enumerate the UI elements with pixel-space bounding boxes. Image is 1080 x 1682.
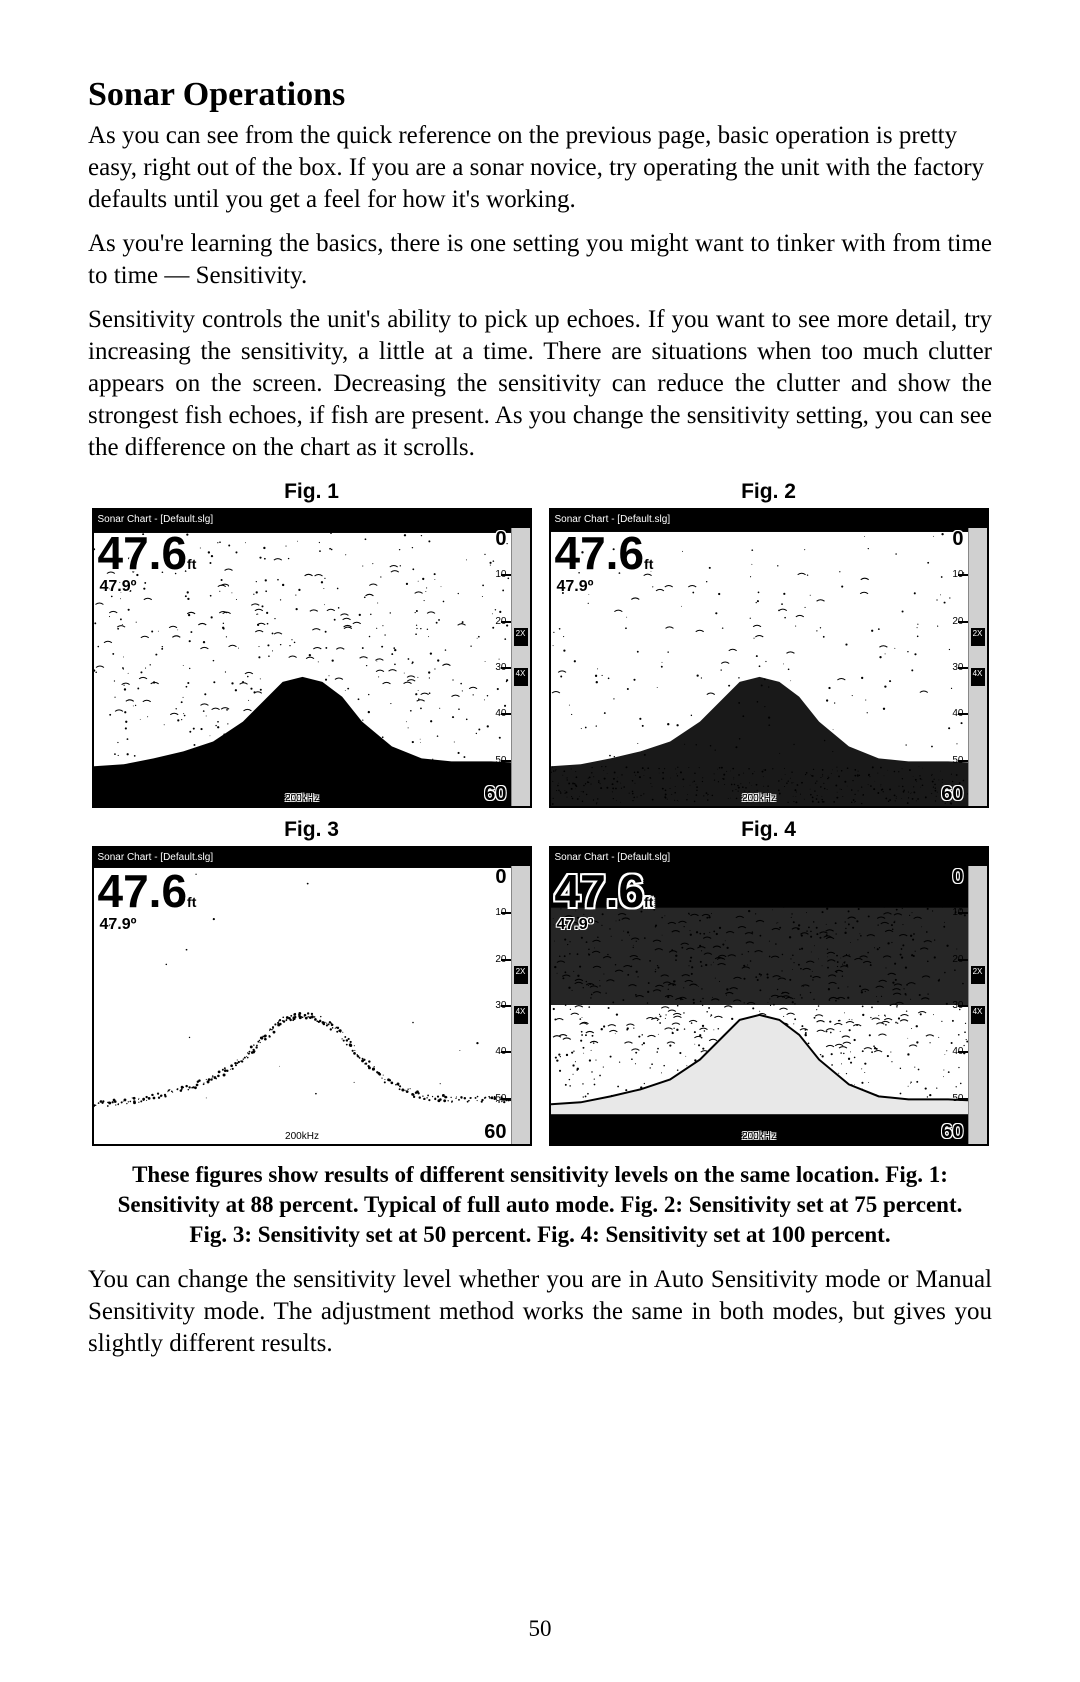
sonar-screenshot: Sonar Chart - [Default.slg]47.6ft47.9º06… [549, 846, 989, 1146]
depth-ruler [954, 866, 968, 1144]
figure-row-1: Fig. 1 Sonar Chart - [Default.slg] 47.6ft 4… [88, 476, 992, 808]
page-number: 50 [0, 1616, 1080, 1642]
sonar-screenshot: Sonar Chart - [Default.slg]47.6ft47.9º06… [92, 846, 532, 1146]
paragraph-3: Sensitivity controls the unit's ability … [88, 304, 992, 464]
sonar-titlebar: Sonar Chart - [Default.slg] [94, 510, 530, 528]
sonar-titlebar: Sonar Chart - [Default.slg] [551, 848, 987, 866]
sonar-body: 47.6ft47.9º0601020304050200kHz2X4X [551, 866, 987, 1144]
sonar-zoom-sidebar: 2X 4X [969, 866, 987, 1144]
figure-label: Fig. 4 [741, 818, 796, 842]
frequency-label: 200kHz [285, 1131, 319, 1142]
figure-label: Fig. 3 [284, 818, 339, 842]
sonar-chart-area: 47.6ft47.9º0601020304050200kHz [551, 866, 969, 1144]
temperature-readout: 47.9º [557, 916, 594, 934]
document-page: Sonar Operations As you can see from the… [0, 0, 1080, 1682]
sonar-titlebar: Sonar Chart - [Default.slg] [94, 848, 530, 866]
zoom-4x-button[interactable]: 4X [971, 668, 985, 686]
figure-1: Fig. 1 Sonar Chart - [Default.slg] 47.6ft 4… [88, 476, 535, 808]
temperature-readout: 47.9º [557, 578, 594, 596]
depth-readout: 47.6ft [98, 530, 197, 576]
figure-3: Fig. 3 Sonar Chart - [Default.slg] 47.6ft 4… [88, 814, 535, 1146]
sonar-zoom-sidebar: 2X 4X [512, 866, 530, 1144]
sonar-titlebar-text: Sonar Chart - [Default.slg] [551, 852, 671, 863]
sonar-chart-area: 47.6ft47.9º0601020304050200kHz [94, 866, 512, 1144]
figure-4: Fig. 4 Sonar Chart - [Default.slg] 47.6ft 4… [545, 814, 992, 1146]
depth-readout: 47.6ft [555, 868, 654, 914]
paragraph-4: You can change the sensitivity level whe… [88, 1264, 992, 1360]
temperature-readout: 47.9º [100, 578, 137, 596]
sonar-titlebar-text: Sonar Chart - [Default.slg] [94, 852, 214, 863]
zoom-2x-button[interactable]: 2X [514, 628, 528, 646]
zoom-2x-button[interactable]: 2X [514, 966, 528, 984]
depth-ruler [954, 528, 968, 806]
zoom-2x-button[interactable]: 2X [971, 966, 985, 984]
figure-2: Fig. 2 Sonar Chart - [Default.slg] 47.6ft 4… [545, 476, 992, 808]
sonar-screenshot: Sonar Chart - [Default.slg]47.6ft47.9º06… [92, 508, 532, 808]
figure-row-2: Fig. 3 Sonar Chart - [Default.slg] 47.6ft 4… [88, 814, 992, 1146]
zoom-2x-button[interactable]: 2X [971, 628, 985, 646]
sonar-chart-area: 47.6ft47.9º0601020304050200kHz [94, 528, 512, 806]
zoom-4x-button[interactable]: 4X [514, 1006, 528, 1024]
section-heading: Sonar Operations [88, 76, 992, 114]
frequency-label: 200kHz [742, 793, 776, 804]
sonar-titlebar-text: Sonar Chart - [Default.slg] [551, 514, 671, 525]
sonar-zoom-sidebar: 2X 4X [512, 528, 530, 806]
paragraph-2: As you're learning the basics, there is … [88, 228, 992, 292]
frequency-label: 200kHz [742, 1131, 776, 1142]
sonar-body: 47.6ft47.9º0601020304050200kHz2X4X [94, 866, 530, 1144]
depth-readout: 47.6ft [98, 868, 197, 914]
frequency-label: 200kHz [285, 793, 319, 804]
zoom-4x-button[interactable]: 4X [514, 668, 528, 686]
sonar-titlebar-text: Sonar Chart - [Default.slg] [94, 514, 214, 525]
figure-label: Fig. 2 [741, 480, 796, 504]
figure-label: Fig. 1 [284, 480, 339, 504]
sonar-body: 47.6ft47.9º0601020304050200kHz2X4X [551, 528, 987, 806]
sonar-screenshot: Sonar Chart - [Default.slg]47.6ft47.9º06… [549, 508, 989, 808]
depth-ruler [497, 528, 511, 806]
depth-ruler [497, 866, 511, 1144]
sonar-body: 47.6ft47.9º0601020304050200kHz2X4X [94, 528, 530, 806]
figure-caption: These figures show results of different … [98, 1160, 982, 1250]
sonar-zoom-sidebar: 2X 4X [969, 528, 987, 806]
sonar-titlebar: Sonar Chart - [Default.slg] [551, 510, 987, 528]
paragraph-1: As you can see from the quick reference … [88, 120, 992, 216]
zoom-4x-button[interactable]: 4X [971, 1006, 985, 1024]
sonar-chart-area: 47.6ft47.9º0601020304050200kHz [551, 528, 969, 806]
temperature-readout: 47.9º [100, 916, 137, 934]
depth-readout: 47.6ft [555, 530, 654, 576]
figure-grid: Fig. 1 Sonar Chart - [Default.slg] 47.6ft 4… [88, 476, 992, 1146]
